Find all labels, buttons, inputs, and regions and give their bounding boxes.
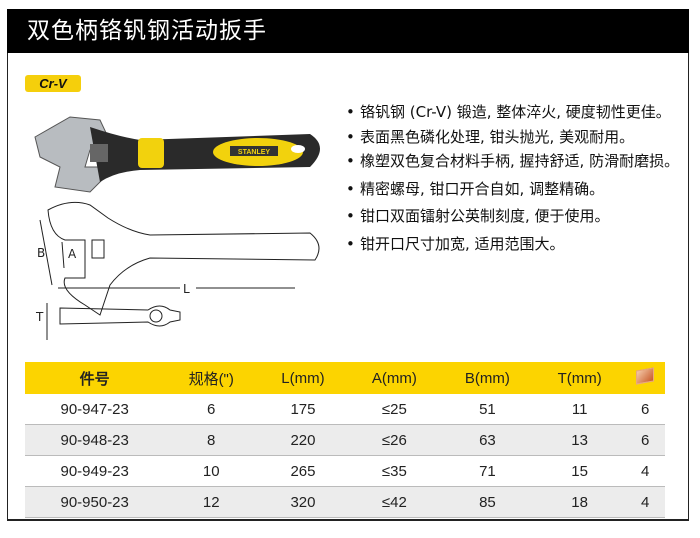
cell: 85 — [440, 486, 534, 518]
feature-item: 铬钒钢 (Cr-V) 锻造, 整体淬火, 硬度韧性更佳。 — [344, 100, 680, 125]
cell: ≤25 — [347, 394, 441, 425]
header-b: B(mm) — [440, 362, 534, 394]
cell: 4 — [625, 486, 665, 518]
cell: 71 — [440, 455, 534, 487]
cell: 320 — [258, 486, 348, 518]
spec-table: 件号 规格(") L(mm) A(mm) B(mm) T(mm) 90-947-… — [25, 362, 665, 518]
header-pack-qty — [625, 362, 665, 394]
table-row: 90-947-23 6 175 ≤25 51 11 6 — [25, 394, 665, 425]
stanley-logo: STANLEY — [238, 149, 270, 156]
feature-item: 橡塑双色复合材料手柄, 握持舒适, 防滑耐磨损。 — [344, 149, 680, 174]
cell: 265 — [258, 455, 348, 487]
header-l: L(mm) — [258, 362, 348, 394]
cell: 18 — [533, 486, 626, 518]
dimension-label-l: L — [183, 282, 190, 296]
header-a: A(mm) — [347, 362, 441, 394]
dimension-label-t: T — [35, 310, 44, 324]
header-t: T(mm) — [533, 362, 626, 394]
cell: 63 — [440, 424, 534, 456]
table-row: 90-948-23 8 220 ≤26 63 13 6 — [25, 424, 665, 456]
feature-item: 精密螺母, 钳口开合自如, 调整精确。 — [344, 177, 680, 202]
wrench-dimension-drawing: B A L T — [35, 201, 320, 340]
page-title: 双色柄铬钒钢活动扳手 — [7, 9, 689, 53]
cell: 13 — [533, 424, 626, 456]
dimension-label-b: B — [37, 246, 45, 260]
cell: 12 — [164, 486, 259, 518]
header-part-number: 件号 — [25, 362, 165, 394]
dimension-label-a: A — [68, 247, 77, 261]
wrench-photo: STANLEY — [34, 116, 320, 193]
cell: ≤35 — [347, 455, 441, 487]
cell: 90-947-23 — [25, 394, 165, 425]
table-header-row: 件号 规格(") L(mm) A(mm) B(mm) T(mm) — [25, 362, 665, 394]
crv-badge: Cr-V — [25, 75, 81, 92]
cell: ≤26 — [347, 424, 441, 456]
cell: 6 — [625, 424, 665, 456]
cell: 8 — [164, 424, 259, 456]
cell: 15 — [533, 455, 626, 487]
feature-list: 铬钒钢 (Cr-V) 锻造, 整体淬火, 硬度韧性更佳。 表面黑色磷化处理, 钳… — [344, 100, 680, 256]
cell: 6 — [625, 394, 665, 425]
cell: 6 — [164, 394, 259, 425]
cell: 175 — [258, 394, 348, 425]
box-icon — [636, 367, 655, 385]
feature-item: 钳口双面镭射公英制刻度, 便于使用。 — [344, 204, 680, 229]
feature-item: 表面黑色磷化处理, 钳头抛光, 美观耐用。 — [344, 125, 680, 150]
cell: 10 — [164, 455, 259, 487]
cell: 11 — [533, 394, 626, 425]
table-row: 90-949-23 10 265 ≤35 71 15 4 — [25, 455, 665, 487]
table-row: 90-950-23 12 320 ≤42 85 18 4 — [25, 486, 665, 518]
header-size: 规格(") — [164, 362, 259, 394]
cell: 220 — [258, 424, 348, 456]
feature-item: 钳开口尺寸加宽, 适用范围大。 — [344, 232, 680, 257]
cell: 90-950-23 — [25, 486, 165, 518]
cell: 90-949-23 — [25, 455, 165, 487]
cell: 90-948-23 — [25, 424, 165, 456]
cell: 4 — [625, 455, 665, 487]
cell: 51 — [440, 394, 534, 425]
cell: ≤42 — [347, 486, 441, 518]
